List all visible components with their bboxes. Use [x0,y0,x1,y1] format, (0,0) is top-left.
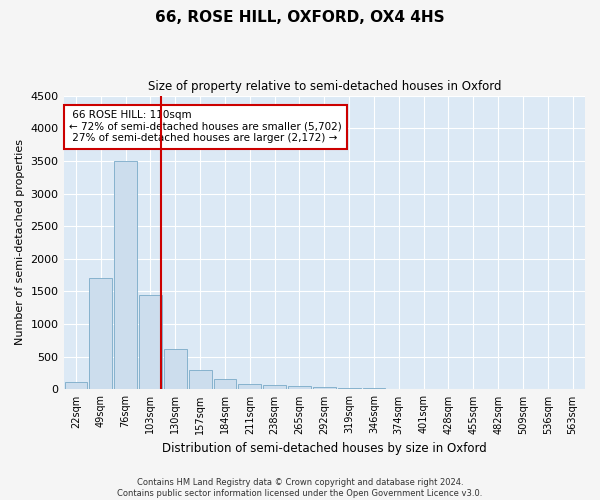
Bar [65,382,88,390]
Text: 66 ROSE HILL: 110sqm
← 72% of semi-detached houses are smaller (5,702)
 27% of s: 66 ROSE HILL: 110sqm ← 72% of semi-detac… [69,110,341,144]
Bar [214,379,236,390]
Bar [362,388,385,390]
Bar [388,389,410,390]
Bar [139,294,162,390]
Bar [89,278,112,390]
Bar [313,388,335,390]
X-axis label: Distribution of semi-detached houses by size in Oxford: Distribution of semi-detached houses by … [162,442,487,455]
Bar [114,161,137,390]
Bar [263,385,286,390]
Bar [164,349,187,390]
Bar [338,388,361,390]
Title: Size of property relative to semi-detached houses in Oxford: Size of property relative to semi-detach… [148,80,501,93]
Bar [188,370,212,390]
Y-axis label: Number of semi-detached properties: Number of semi-detached properties [15,140,25,346]
Bar [288,386,311,390]
Text: 66, ROSE HILL, OXFORD, OX4 4HS: 66, ROSE HILL, OXFORD, OX4 4HS [155,10,445,25]
Bar [238,384,261,390]
Bar [412,389,435,390]
Text: Contains HM Land Registry data © Crown copyright and database right 2024.
Contai: Contains HM Land Registry data © Crown c… [118,478,482,498]
